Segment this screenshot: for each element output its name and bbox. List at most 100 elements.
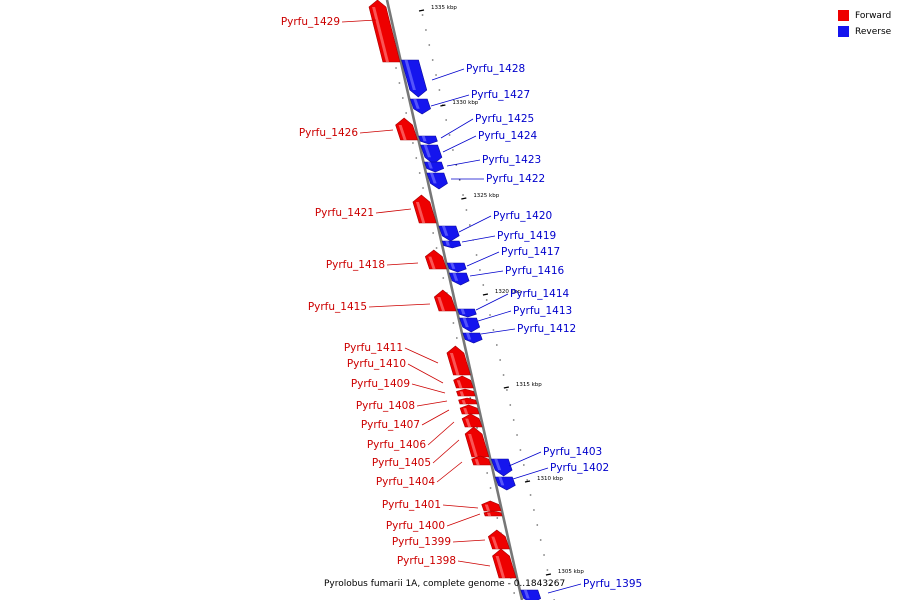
gene-leader-line: [477, 310, 512, 322]
gene-highlight: [466, 333, 472, 340]
gene-label[interactable]: Pyrfu_1422: [486, 173, 545, 185]
gene-label[interactable]: Pyrfu_1429: [281, 16, 340, 28]
gene-leader-line: [416, 400, 448, 407]
gene-label[interactable]: Pyrfu_1418: [326, 259, 385, 271]
gene-label[interactable]: Pyrfu_1426: [299, 127, 359, 139]
gene-body: [441, 240, 462, 249]
gene-leader-line: [442, 135, 477, 153]
gene-label[interactable]: Pyrfu_1401: [382, 499, 441, 511]
gene-label[interactable]: Pyrfu_1423: [482, 154, 541, 166]
gene-arrow[interactable]: [368, 0, 401, 63]
gene-arrow[interactable]: [487, 529, 510, 550]
gene-highlight: [427, 162, 433, 169]
gene-arrow[interactable]: [441, 240, 462, 249]
gene-body: [456, 388, 476, 397]
gene-label[interactable]: Pyrfu_1427: [471, 89, 530, 101]
gene-label[interactable]: Pyrfu_1428: [466, 63, 525, 75]
gene-label[interactable]: Pyrfu_1411: [344, 342, 403, 354]
gene-label[interactable]: Pyrfu_1407: [361, 419, 420, 431]
gene-label[interactable]: Pyrfu_1425: [475, 113, 534, 125]
gene-arrow[interactable]: [471, 455, 492, 466]
gene-arrow[interactable]: [483, 510, 503, 517]
gene-arrow[interactable]: [401, 59, 428, 98]
gene-arrow[interactable]: [457, 308, 477, 318]
axis-major-tick: [524, 480, 531, 483]
gene-body: [462, 332, 483, 344]
gene-label[interactable]: Pyrfu_1415: [308, 301, 367, 313]
gene-arrow[interactable]: [426, 172, 448, 190]
axis-major-tick: [503, 386, 509, 389]
gene-label[interactable]: Pyrfu_1395: [583, 578, 642, 590]
gene-label[interactable]: Pyrfu_1405: [372, 457, 431, 469]
gene-arrow[interactable]: [481, 500, 502, 512]
gene-label[interactable]: Pyrfu_1424: [478, 130, 538, 142]
gene-leader-line: [480, 328, 516, 335]
gene-body: [481, 500, 502, 512]
gene-arrow[interactable]: [458, 397, 478, 405]
gene-arrow[interactable]: [420, 144, 443, 165]
gene-arrow[interactable]: [520, 589, 542, 600]
gene-arrow[interactable]: [409, 98, 431, 115]
gene-body: [433, 289, 457, 312]
gene-arrow[interactable]: [433, 289, 457, 312]
gene-label[interactable]: Pyrfu_1403: [543, 446, 602, 458]
gene-highlight: [413, 99, 420, 109]
gene-arrow[interactable]: [453, 375, 474, 389]
gene-highlight: [523, 590, 530, 599]
gene-body: [461, 413, 483, 428]
gene-label[interactable]: Pyrfu_1416: [505, 265, 565, 277]
gene-label[interactable]: Pyrfu_1417: [501, 246, 560, 258]
axis-tick-label: 1320 kbp: [495, 289, 521, 295]
gene-body: [459, 404, 480, 415]
gene-label[interactable]: Pyrfu_1404: [376, 476, 436, 488]
gene-highlight: [487, 512, 492, 516]
gene-leader-line: [404, 347, 439, 364]
gene-arrow[interactable]: [492, 548, 517, 579]
gene-leader-line: [375, 208, 412, 214]
gene-label[interactable]: Pyrfu_1402: [550, 462, 609, 474]
gene-arrow[interactable]: [459, 317, 481, 333]
gene-label[interactable]: Pyrfu_1419: [497, 230, 556, 242]
gene-label[interactable]: Pyrfu_1412: [517, 323, 576, 335]
gene-arrow[interactable]: [456, 388, 476, 397]
gene-label[interactable]: Pyrfu_1410: [347, 358, 406, 370]
gene-body: [418, 135, 438, 145]
gene-arrow[interactable]: [490, 458, 513, 477]
gene-arrow[interactable]: [446, 262, 467, 273]
gene-highlight: [372, 7, 389, 62]
gene-arrow[interactable]: [448, 272, 470, 286]
gene-highlight: [441, 226, 449, 236]
gene-body: [471, 455, 492, 466]
axis-tick-label: 1325 kbp: [473, 193, 499, 199]
gene-arrow[interactable]: [462, 332, 483, 344]
gene-label[interactable]: Pyrfu_1406: [367, 439, 427, 451]
gene-arrow[interactable]: [464, 426, 490, 458]
genome-caption: Pyrolobus fumarii 1A, complete genome - …: [324, 579, 566, 589]
gene-label[interactable]: Pyrfu_1408: [356, 400, 415, 412]
gene-label[interactable]: Pyrfu_1400: [386, 520, 445, 532]
gene-arrow[interactable]: [395, 117, 418, 141]
gene-highlight: [460, 309, 466, 315]
gene-arrow[interactable]: [459, 404, 480, 415]
gene-arrow[interactable]: [494, 476, 516, 491]
gene-label[interactable]: Pyrfu_1409: [351, 378, 410, 390]
gene-label[interactable]: Pyrfu_1420: [493, 210, 552, 222]
gene-highlight: [415, 202, 426, 223]
gene-arrow[interactable]: [446, 345, 471, 376]
gene-label[interactable]: Pyrfu_1398: [397, 555, 456, 567]
gene-highlight: [484, 504, 490, 511]
gene-arrow[interactable]: [461, 413, 483, 428]
gene-arrow[interactable]: [412, 194, 437, 224]
gene-body: [424, 249, 447, 270]
gene-arrow[interactable]: [438, 225, 460, 242]
gene-label[interactable]: Pyrfu_1413: [513, 305, 572, 317]
legend-label: Reverse: [855, 26, 892, 37]
gene-arrow[interactable]: [423, 161, 445, 173]
gene-arrow[interactable]: [424, 249, 447, 270]
axis-major-tick: [440, 104, 446, 107]
gene-label[interactable]: Pyrfu_1414: [510, 288, 570, 300]
gene-label[interactable]: Pyrfu_1399: [392, 536, 451, 548]
gene-body: [395, 117, 418, 141]
gene-arrow[interactable]: [418, 135, 438, 145]
gene-label[interactable]: Pyrfu_1421: [315, 207, 374, 219]
